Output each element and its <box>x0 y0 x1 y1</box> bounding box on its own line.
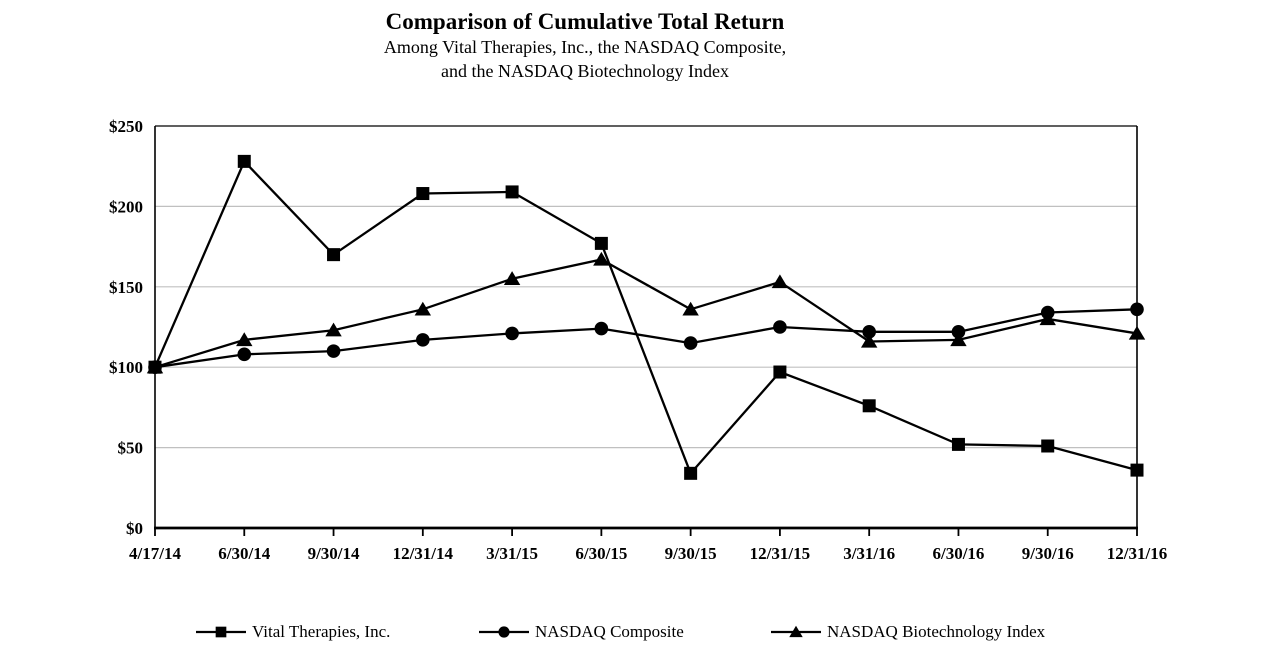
triangle-marker-icon <box>325 322 342 337</box>
circle-marker-icon <box>498 626 510 638</box>
circle-marker-icon <box>594 321 609 336</box>
circle-marker-icon <box>416 333 430 347</box>
legend-item-vital-therapies: Vital Therapies, Inc. <box>195 622 390 642</box>
chart-legend: Vital Therapies, Inc. NASDAQ Composite N… <box>0 622 1269 652</box>
series-line <box>153 159 1138 476</box>
legend-item-nasdaq-biotech: NASDAQ Biotechnology Index <box>770 622 1045 642</box>
triangle-marker-icon <box>860 333 878 348</box>
x-axis-tick-label: 9/30/15 <box>665 544 717 563</box>
y-axis-tick-label: $50 <box>118 439 144 458</box>
series-circle <box>148 302 1144 375</box>
x-axis-tick-label: 6/30/15 <box>575 544 627 563</box>
series-line <box>154 308 1138 369</box>
circle-marker-icon <box>1130 302 1144 317</box>
x-axis-tick-label: 9/30/14 <box>308 544 360 563</box>
chart-subtitle-line-2: and the NASDAQ Biotechnology Index <box>441 61 729 81</box>
triangle-marker-icon <box>414 301 432 316</box>
legend-label-nasdaq-composite: NASDAQ Composite <box>535 622 684 641</box>
x-axis-tick-label: 12/31/16 <box>1107 544 1167 563</box>
square-marker-icon <box>327 248 341 262</box>
circle-marker-icon <box>326 344 341 358</box>
circle-marker-icon <box>505 326 519 341</box>
triangle-marker-icon <box>682 301 699 316</box>
x-axis-tick-label: 9/30/16 <box>1022 544 1074 563</box>
y-axis-tick-label: $200 <box>109 197 143 216</box>
square-marker-icon <box>505 185 519 199</box>
triangle-marker-icon <box>503 271 521 285</box>
chart-title: Comparison of Cumulative Total Return <box>385 9 785 34</box>
chart-subtitle-line-1: Among Vital Therapies, Inc., the NASDAQ … <box>383 37 787 57</box>
triangle-marker-icon <box>1128 325 1146 340</box>
x-axis-tick-label: 3/31/15 <box>486 544 538 563</box>
y-axis-tick-label: $250 <box>109 117 143 136</box>
series-triangle <box>146 251 1146 374</box>
x-axis-tick-label: 6/30/14 <box>218 544 270 563</box>
triangle-marker-icon <box>236 332 253 347</box>
square-marker-icon <box>773 365 787 379</box>
square-marker-icon <box>951 437 965 451</box>
triangle-marker-icon <box>789 625 803 638</box>
cumulative-return-line-chart: $0 $50 $100 $150 $200 $250 4/17/14 6/30/14 9/30/… <box>109 117 1167 563</box>
triangle-marker-icon <box>771 274 789 289</box>
chart-header: Comparison of Cumulative Total Return Am… <box>0 8 1170 83</box>
series-line <box>154 258 1138 369</box>
square-marker-icon <box>594 236 608 250</box>
x-axis-tick-label: 12/31/14 <box>393 544 454 563</box>
square-marker-icon <box>196 626 246 638</box>
circle-marker-icon <box>862 325 876 339</box>
square-marker-icon <box>215 626 227 638</box>
circle-marker-icon <box>951 325 966 339</box>
y-axis-tick-label: $150 <box>109 278 143 297</box>
circle-marker-icon <box>683 336 698 350</box>
circle-marker-icon <box>773 320 787 334</box>
square-marker-icon <box>684 466 698 480</box>
legend-label-nasdaq-biotech: NASDAQ Biotechnology Index <box>827 622 1046 641</box>
x-axis-tick-label: 6/30/16 <box>932 544 984 563</box>
y-axis-tick-label: $100 <box>109 358 143 377</box>
circle-marker-icon <box>479 626 529 638</box>
square-marker-icon <box>862 399 876 413</box>
square-marker-icon <box>416 187 430 201</box>
circle-marker-icon <box>1040 305 1055 320</box>
square-marker-icon <box>237 154 251 168</box>
square-marker-icon <box>148 360 162 374</box>
triangle-marker-icon <box>593 251 610 266</box>
x-axis-tick-label: 12/31/15 <box>750 544 810 563</box>
series-square <box>148 154 1144 480</box>
legend-label-vital-therapies: Vital Therapies, Inc. <box>252 622 391 641</box>
x-axis-tick-label: 4/17/14 <box>129 544 181 563</box>
x-axis-tick-label: 3/31/16 <box>843 544 895 563</box>
legend-item-nasdaq-composite: NASDAQ Composite <box>478 622 684 642</box>
triangle-marker-icon <box>950 332 967 347</box>
circle-marker-icon <box>237 347 252 362</box>
triangle-marker-icon <box>771 625 821 638</box>
square-marker-icon <box>1130 463 1144 477</box>
y-axis-tick-label: $0 <box>126 519 143 538</box>
square-marker-icon <box>1041 439 1055 453</box>
